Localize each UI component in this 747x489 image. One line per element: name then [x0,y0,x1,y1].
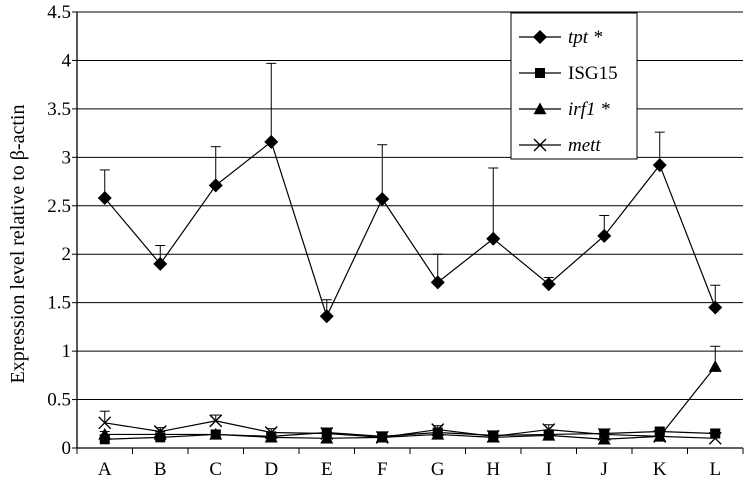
point-tpt [597,228,612,243]
point-irf1 [209,427,223,440]
x-tick-label: C [209,459,222,480]
point-mett [431,423,445,437]
error-bar-tpt [377,144,388,199]
x-marker-stroke [486,429,500,443]
y-axis-title: Expression level relative to β-actin [7,105,29,384]
point-tpt [541,277,556,292]
y-tick-label: 0.5 [47,390,71,411]
legend-item-tpt: tpt * [519,27,603,48]
x-marker-stroke [320,426,334,440]
x-tick-label: G [431,459,445,480]
point-mett [209,414,223,428]
series-line-mett [104,420,716,439]
point-mett [653,429,667,443]
y-tick-label: 3.5 [47,99,71,120]
y-tick-label: 0 [62,438,72,459]
y-tick-label: 3 [62,147,72,168]
x-marker-stroke [597,427,611,441]
x-marker-stroke [209,414,223,428]
x-marker-stroke [431,423,445,437]
x-tick-label: B [154,459,167,480]
point-tpt [486,231,501,246]
point-tpt [375,191,390,206]
point-tpt [208,178,223,193]
point-tpt [319,309,334,324]
point-mett [153,425,167,439]
series-lines [104,140,716,440]
point-tpt [430,275,445,290]
point-mett [486,429,500,443]
x-tick-label: A [98,459,112,480]
point-mett [320,426,334,440]
legend-marker-isg15 [535,68,545,78]
gridlines [77,11,743,401]
legend-marker-mett [533,138,547,152]
axes [72,11,744,454]
x-tick-label: K [653,459,667,480]
point-tpt [153,256,168,271]
legend-item-irf1: irf1 * [519,99,610,120]
x-marker-stroke [708,431,722,445]
legend-label: ISG15 [568,63,618,84]
x-tick-label: L [709,459,721,480]
x-marker-stroke [153,425,167,439]
legend: tpt * ISG15 irf1 * mett [510,12,638,160]
error-bar-mett [99,410,110,423]
x-tick-label: J [601,459,608,480]
x-tick-label: F [377,459,388,480]
point-irf1 [153,427,167,440]
error-bar-tpt [266,62,277,142]
point-mett [98,416,112,430]
legend-label: irf1 * [568,99,610,120]
point-tpt [97,191,112,206]
point-mett [375,430,389,444]
point-tpt [652,158,667,173]
y-tick-label: 1.5 [47,293,71,314]
y-tick-label: 4.5 [47,2,71,23]
x-tick-label: I [546,459,552,480]
series-line-tpt [104,140,716,318]
point-mett [597,427,611,441]
y-tick-label: 2 [62,244,72,265]
legend-item-isg15: ISG15 [519,63,618,84]
x-tick-label: D [264,459,278,480]
x-marker-stroke [653,429,667,443]
point-irf1 [320,431,334,444]
x-tick-labels: A B C D E F G H I J K L [98,459,721,480]
point-isg15 [710,428,721,439]
point-irf1 [542,428,556,441]
y-tick-label: 2.5 [47,196,71,217]
x-marker-stroke [375,430,389,444]
point-irf1 [708,360,722,372]
legend-label: mett [568,135,601,156]
x-marker-stroke [542,423,556,437]
legend-item-mett: mett [519,135,601,156]
series-line-irf1 [104,366,716,440]
x-tick-label: E [321,459,333,480]
point-mett [264,426,278,439]
point-mett [708,431,722,445]
x-marker-stroke [264,426,278,439]
legend-marker-tpt [533,30,547,44]
point-mett [542,423,556,437]
y-tick-label: 1 [62,341,72,362]
point-tpt [264,134,279,149]
error-bar-tpt [488,167,499,239]
legend-label: tpt * [568,27,603,48]
data-markers [97,134,723,445]
y-tick-labels: 0 0.5 1 1.5 2 2.5 3 3.5 4 4.5 [47,2,71,459]
point-irf1 [98,427,112,440]
point-tpt [708,300,723,315]
x-tick-label: H [486,459,500,480]
x-marker-stroke [98,416,112,430]
y-tick-label: 4 [62,50,72,71]
point-irf1 [431,427,445,440]
point-irf1 [264,430,278,443]
x-marker-stroke [533,138,547,152]
legend-marker-irf1 [533,102,547,115]
point-irf1 [597,432,611,445]
